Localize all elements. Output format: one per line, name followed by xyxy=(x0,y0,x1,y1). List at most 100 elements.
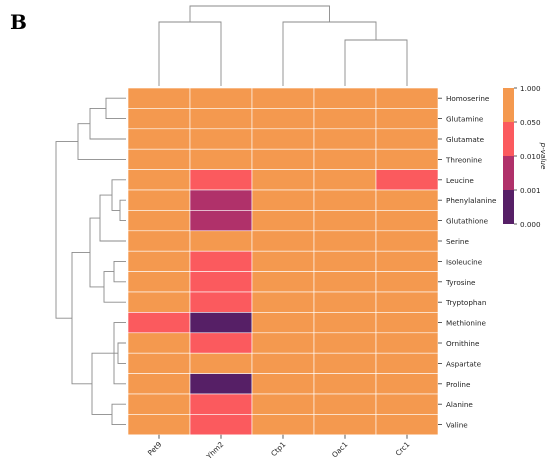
heatmap-cell xyxy=(313,87,377,109)
dendrogram-link xyxy=(103,271,126,303)
row-label: Ornithine xyxy=(446,339,480,348)
heatmap-cell xyxy=(189,332,253,354)
heatmap-cell xyxy=(375,332,439,354)
heatmap-cell xyxy=(313,169,377,191)
colorbar-tick-label: 0.010 xyxy=(520,152,541,161)
heatmap-cells xyxy=(127,87,439,436)
heatmap-cell xyxy=(127,87,191,109)
column-labels: Pet9 Yhm2 Ctp1 Oac1 Crc1 xyxy=(146,434,411,458)
heatmap-cell xyxy=(189,250,253,272)
heatmap-cell xyxy=(313,230,377,252)
panel-label: B xyxy=(10,10,27,34)
heatmap-cell xyxy=(375,87,439,109)
colorbar-segment xyxy=(503,88,514,122)
heatmap-cell xyxy=(127,148,191,170)
heatmap-cell xyxy=(127,189,191,211)
heatmap-cell xyxy=(189,128,253,150)
heatmap-cell xyxy=(313,271,377,293)
heatmap-cell xyxy=(251,210,315,232)
heatmap-cell xyxy=(313,312,377,334)
dendrogram-link xyxy=(113,260,126,283)
heatmap-cell xyxy=(189,271,253,293)
row-label: Serine xyxy=(446,237,469,246)
heatmap-cell xyxy=(189,189,253,211)
colorbar-segment xyxy=(503,122,514,156)
dendrogram-link xyxy=(89,107,126,140)
heatmap-cell xyxy=(189,148,253,170)
heatmap-cell xyxy=(251,189,315,211)
heatmap-cell xyxy=(251,230,315,252)
heatmap-cell xyxy=(375,108,439,130)
heatmap-cell xyxy=(251,169,315,191)
dendrogram-link xyxy=(158,21,222,86)
heatmap-cell xyxy=(189,210,253,232)
heatmap-cell xyxy=(313,414,377,436)
heatmap-cell xyxy=(189,291,253,313)
colorbar-segment xyxy=(503,190,514,224)
colorbar-segment xyxy=(503,156,514,190)
colorbar-tick-label: 1.000 xyxy=(520,84,541,93)
heatmap-cell xyxy=(251,271,315,293)
dendrogram-link xyxy=(89,217,104,288)
heatmap-cell xyxy=(313,128,377,150)
heatmap-cell xyxy=(251,87,315,109)
heatmap-cell xyxy=(313,352,377,374)
heatmap-cell xyxy=(375,373,439,395)
dendrogram-link xyxy=(91,352,112,415)
row-label: Tryptophan xyxy=(445,298,486,307)
dendrogram-link xyxy=(55,141,78,319)
heatmap-cell xyxy=(375,148,439,170)
colorbar: 1.000 0.050 0.010 0.001 0.000 p-value xyxy=(503,84,548,229)
heatmap-cell xyxy=(189,108,253,130)
dendrogram-link xyxy=(117,342,126,364)
heatmap-cell xyxy=(189,414,253,436)
column-label: Yhm2 xyxy=(204,440,226,458)
row-label: Glutamine xyxy=(446,115,484,124)
heatmap-cell xyxy=(313,189,377,211)
heatmap-cell xyxy=(127,108,191,130)
heatmap-cell xyxy=(313,210,377,232)
heatmap-cell xyxy=(251,332,315,354)
heatmap-cell xyxy=(313,332,377,354)
heatmap-cell xyxy=(251,291,315,313)
heatmap-cell xyxy=(251,250,315,272)
heatmap-cell xyxy=(375,414,439,436)
heatmap-cell xyxy=(251,414,315,436)
row-label: Phenylalanine xyxy=(446,196,497,205)
heatmap-cell xyxy=(189,352,253,374)
heatmap-cell xyxy=(127,210,191,232)
heatmap-cell xyxy=(189,373,253,395)
heatmap-cell xyxy=(375,312,439,334)
dendrogram-link xyxy=(77,123,126,160)
column-label: Oac1 xyxy=(330,440,350,458)
row-label: Proline xyxy=(446,380,471,389)
heatmap-cell xyxy=(375,169,439,191)
heatmap-cell xyxy=(127,271,191,293)
row-label: Glutamate xyxy=(446,135,485,144)
heatmap-cell xyxy=(127,393,191,415)
dendrogram-link xyxy=(119,199,126,222)
heatmap-cell xyxy=(313,250,377,272)
heatmap-cell xyxy=(375,250,439,272)
column-label: Crc1 xyxy=(393,440,411,458)
heatmap-cell xyxy=(375,230,439,252)
heatmap-cell xyxy=(189,230,253,252)
heatmap-cell xyxy=(127,312,191,334)
heatmap-cell xyxy=(251,108,315,130)
heatmap-cell xyxy=(251,352,315,374)
heatmap-cell xyxy=(251,128,315,150)
heatmap-cell xyxy=(189,312,253,334)
heatmap-cell xyxy=(375,128,439,150)
heatmap-cell xyxy=(189,393,253,415)
dendrogram-link xyxy=(111,179,126,211)
dendrogram-link xyxy=(71,252,92,385)
heatmap-cell xyxy=(375,352,439,374)
heatmap-cell xyxy=(313,291,377,313)
colorbar-title: p-value xyxy=(539,142,548,170)
heatmap-cell xyxy=(127,291,191,313)
heatmap-cell xyxy=(251,312,315,334)
row-label: Homoserine xyxy=(446,94,490,103)
heatmap-cell xyxy=(375,393,439,415)
heatmap-cell xyxy=(375,271,439,293)
